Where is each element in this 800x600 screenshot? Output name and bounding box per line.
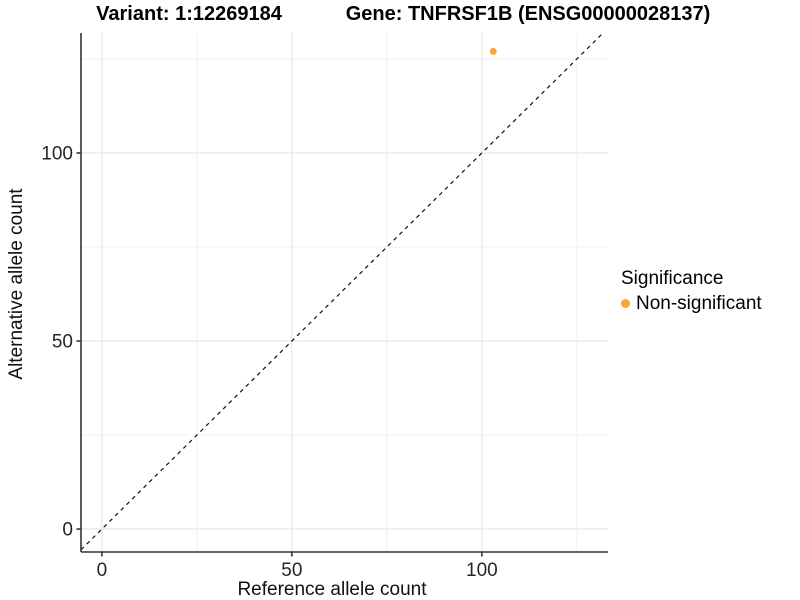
variant-title: Variant: 1:12269184: [96, 3, 282, 25]
identity-dashed-line: [80, 32, 604, 551]
y-tick-label: 0: [62, 520, 73, 541]
y-tick-label: 100: [41, 143, 73, 164]
x-axis-title: Reference allele count: [237, 579, 427, 600]
data-point: [489, 47, 497, 55]
legend-point-icon: [621, 299, 630, 309]
legend-title: Significance: [621, 268, 724, 289]
x-tick-label: 0: [97, 560, 108, 581]
x-tick-label: 100: [466, 560, 498, 581]
gene-title: Gene: TNFRSF1B (ENSG00000028137): [345, 3, 711, 25]
legend-item: Non-significant: [621, 293, 762, 315]
y-tick-label: 50: [52, 332, 73, 353]
x-tick-label: 50: [281, 560, 302, 581]
y-axis-title: Alternative allele count: [6, 188, 27, 380]
legend: Significance Non-significant: [621, 268, 762, 315]
legend-item-label: Non-significant: [636, 292, 762, 314]
